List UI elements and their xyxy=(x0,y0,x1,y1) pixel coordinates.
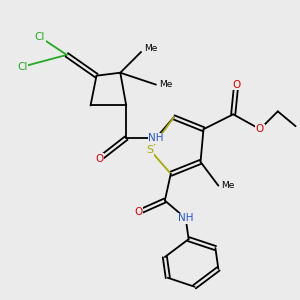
Text: Me: Me xyxy=(144,44,158,53)
Text: Cl: Cl xyxy=(17,62,27,72)
Text: O: O xyxy=(256,124,264,134)
Text: O: O xyxy=(134,207,142,218)
Text: O: O xyxy=(232,80,240,90)
Text: Cl: Cl xyxy=(35,32,45,42)
Text: Me: Me xyxy=(221,181,235,190)
Text: Me: Me xyxy=(159,80,172,89)
Text: NH: NH xyxy=(148,133,164,143)
Text: NH: NH xyxy=(178,213,194,224)
Text: O: O xyxy=(95,154,104,164)
Text: S: S xyxy=(146,145,154,155)
